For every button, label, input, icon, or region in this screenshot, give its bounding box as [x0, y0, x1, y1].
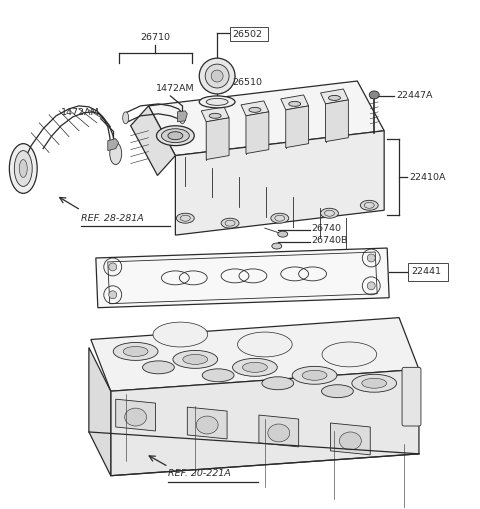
Ellipse shape	[206, 98, 228, 105]
Polygon shape	[148, 81, 384, 156]
Polygon shape	[96, 248, 389, 307]
Ellipse shape	[221, 218, 239, 228]
Ellipse shape	[143, 361, 174, 374]
Polygon shape	[241, 101, 269, 116]
Circle shape	[199, 58, 235, 94]
Ellipse shape	[161, 129, 189, 143]
Ellipse shape	[199, 96, 235, 108]
Ellipse shape	[339, 432, 361, 450]
Polygon shape	[281, 95, 309, 110]
Ellipse shape	[321, 208, 338, 218]
Ellipse shape	[232, 358, 277, 376]
Ellipse shape	[292, 366, 337, 384]
FancyBboxPatch shape	[408, 263, 448, 281]
Ellipse shape	[272, 243, 282, 249]
Ellipse shape	[360, 201, 378, 210]
Polygon shape	[321, 89, 348, 104]
Ellipse shape	[180, 112, 185, 124]
Polygon shape	[108, 138, 119, 151]
Ellipse shape	[153, 322, 208, 347]
Polygon shape	[178, 111, 187, 122]
Ellipse shape	[183, 354, 208, 364]
Text: 22410A: 22410A	[409, 173, 445, 182]
Ellipse shape	[196, 416, 218, 434]
Text: REF. 20-221A: REF. 20-221A	[168, 469, 231, 478]
Polygon shape	[131, 106, 175, 176]
Ellipse shape	[278, 231, 288, 237]
Ellipse shape	[156, 126, 194, 146]
Text: 22441: 22441	[411, 267, 441, 276]
Ellipse shape	[369, 91, 379, 99]
Ellipse shape	[262, 377, 294, 390]
Ellipse shape	[288, 101, 300, 106]
Polygon shape	[201, 107, 229, 122]
Ellipse shape	[242, 362, 267, 372]
Ellipse shape	[202, 369, 234, 382]
Text: 1472AM: 1472AM	[156, 84, 194, 94]
Ellipse shape	[238, 332, 292, 357]
Polygon shape	[89, 348, 111, 476]
Circle shape	[211, 70, 223, 82]
Ellipse shape	[328, 95, 340, 100]
Polygon shape	[246, 112, 269, 154]
Ellipse shape	[322, 342, 377, 367]
Ellipse shape	[168, 132, 183, 139]
Text: 26510: 26510	[232, 78, 262, 88]
Ellipse shape	[123, 112, 129, 124]
Ellipse shape	[123, 347, 148, 356]
Polygon shape	[111, 370, 419, 476]
Ellipse shape	[302, 371, 327, 380]
Text: 1472AM: 1472AM	[61, 108, 100, 118]
Circle shape	[109, 291, 117, 299]
Text: 26710: 26710	[141, 33, 170, 42]
Circle shape	[367, 282, 375, 290]
Text: REF. 28-281A: REF. 28-281A	[81, 214, 144, 223]
Ellipse shape	[271, 213, 288, 223]
Ellipse shape	[352, 374, 396, 392]
Ellipse shape	[14, 151, 32, 186]
Ellipse shape	[249, 107, 261, 112]
FancyBboxPatch shape	[402, 367, 421, 426]
Polygon shape	[175, 131, 384, 235]
FancyBboxPatch shape	[229, 27, 268, 41]
Ellipse shape	[176, 213, 194, 223]
Ellipse shape	[362, 378, 387, 388]
Text: 22447A: 22447A	[396, 92, 432, 100]
Ellipse shape	[125, 408, 146, 426]
Text: 26740B: 26740B	[312, 236, 348, 245]
Text: 26502: 26502	[232, 30, 262, 39]
Text: 26740: 26740	[312, 223, 342, 233]
Polygon shape	[108, 252, 377, 304]
Polygon shape	[206, 118, 229, 159]
Ellipse shape	[209, 114, 221, 118]
Ellipse shape	[9, 144, 37, 193]
Ellipse shape	[173, 350, 217, 369]
Ellipse shape	[110, 143, 122, 164]
Ellipse shape	[322, 385, 353, 398]
Polygon shape	[330, 423, 370, 455]
Polygon shape	[259, 415, 299, 447]
Ellipse shape	[113, 343, 158, 360]
Polygon shape	[325, 100, 348, 142]
Circle shape	[109, 263, 117, 271]
Polygon shape	[91, 318, 419, 391]
Circle shape	[367, 254, 375, 262]
Ellipse shape	[19, 159, 27, 178]
Polygon shape	[187, 407, 227, 439]
Ellipse shape	[268, 424, 290, 442]
Polygon shape	[116, 399, 156, 431]
Circle shape	[205, 64, 229, 88]
Polygon shape	[286, 106, 309, 148]
